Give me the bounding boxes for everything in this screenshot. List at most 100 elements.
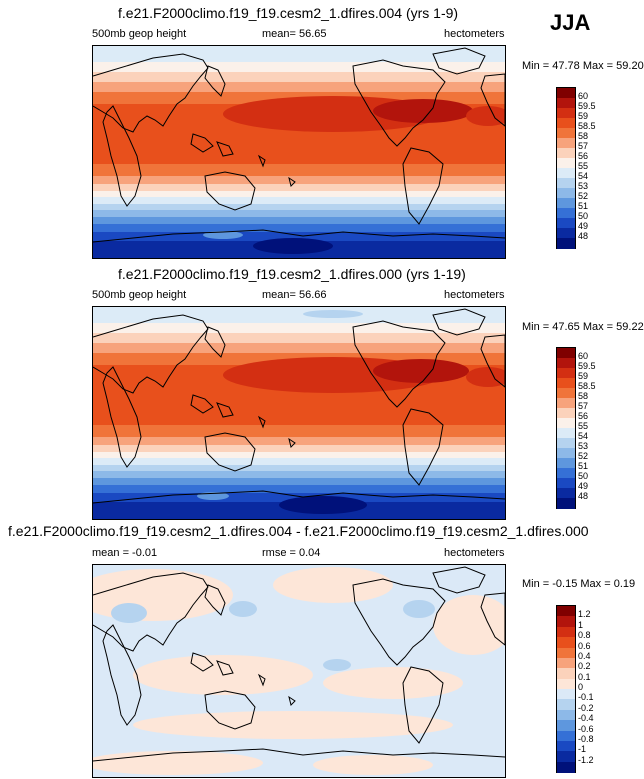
panel-1-map bbox=[92, 45, 506, 259]
colorbar-box bbox=[557, 418, 575, 429]
colorbar-box bbox=[557, 637, 575, 648]
colorbar-label: 52 bbox=[578, 191, 589, 201]
colorbar-label: 50 bbox=[578, 471, 589, 481]
colorbar-box bbox=[557, 148, 575, 159]
colorbar-box bbox=[557, 488, 575, 499]
colorbar-box bbox=[557, 709, 575, 721]
colorbar-box bbox=[557, 388, 575, 399]
colorbar-box bbox=[557, 348, 575, 359]
colorbar-box bbox=[557, 168, 575, 179]
colorbar-label: -0.2 bbox=[578, 702, 594, 713]
colorbar-box bbox=[557, 138, 575, 149]
colorbar-box bbox=[557, 368, 575, 379]
panel-3-units: hectometers bbox=[444, 547, 505, 559]
colorbar-label: 55 bbox=[578, 161, 589, 171]
colorbar-label: 0 bbox=[578, 682, 584, 692]
colorbar-label: 49 bbox=[578, 481, 589, 491]
colorbar-label: 0.8 bbox=[578, 630, 591, 641]
panel-3-title: f.e21.F2000climo.f19_f19.cesm2_1.dfires.… bbox=[8, 523, 589, 539]
colorbar-box bbox=[557, 478, 575, 489]
colorbar-box bbox=[557, 626, 575, 638]
colorbar-label: 53 bbox=[578, 441, 589, 451]
colorbar-label: 0.1 bbox=[578, 671, 591, 682]
panel-1-colorbar bbox=[556, 87, 576, 249]
colorbar-label: 0.6 bbox=[578, 640, 591, 651]
colorbar-box bbox=[557, 678, 575, 690]
colorbar-box bbox=[557, 108, 575, 119]
colorbar-box bbox=[557, 720, 575, 731]
colorbar-box bbox=[557, 647, 575, 659]
colorbar-label: 59.5 bbox=[578, 101, 596, 111]
colorbar-label: 58.5 bbox=[578, 381, 596, 391]
panel-3-mean: mean = -0.01 bbox=[92, 547, 158, 559]
colorbar-box bbox=[557, 178, 575, 189]
colorbar-box bbox=[557, 751, 575, 763]
panel-2-map bbox=[92, 306, 506, 520]
colorbar-box bbox=[557, 198, 575, 209]
colorbar-label: -1 bbox=[578, 744, 587, 755]
panel-1-mean: mean= 56.65 bbox=[262, 28, 327, 40]
panel-2-colorbar bbox=[556, 347, 576, 509]
colorbar-label: -0.1 bbox=[578, 692, 594, 703]
colorbar-label: 49 bbox=[578, 221, 589, 231]
colorbar-label: -1.2 bbox=[578, 754, 594, 765]
colorbar-label: 48 bbox=[578, 491, 589, 501]
colorbar-label: 54 bbox=[578, 171, 589, 181]
colorbar-box bbox=[557, 668, 575, 680]
colorbar-box bbox=[557, 188, 575, 199]
colorbar-box bbox=[557, 468, 575, 479]
panel-2-title: f.e21.F2000climo.f19_f19.cesm2_1.dfires.… bbox=[118, 266, 466, 282]
colorbar-label: 56 bbox=[578, 151, 589, 161]
colorbar-box bbox=[557, 228, 575, 239]
colorbar-box bbox=[557, 616, 575, 628]
colorbar-label: -0.6 bbox=[578, 723, 594, 734]
colorbar-box bbox=[557, 98, 575, 109]
colorbar-label: 54 bbox=[578, 431, 589, 441]
panel-2-variable: 500mb geop height bbox=[92, 289, 187, 301]
colorbar-label: 56 bbox=[578, 411, 589, 421]
colorbar-label: 59 bbox=[578, 371, 589, 381]
season-label: JJA bbox=[550, 10, 591, 35]
colorbar-label: 59 bbox=[578, 111, 589, 121]
colorbar-label: 60 bbox=[578, 91, 589, 101]
colorbar-label: -0.8 bbox=[578, 733, 594, 744]
colorbar-box bbox=[557, 761, 575, 773]
colorbar-box bbox=[557, 88, 575, 99]
colorbar-label: 57 bbox=[578, 401, 589, 411]
colorbar-label: 48 bbox=[578, 231, 589, 241]
colorbar-label: 58 bbox=[578, 131, 589, 141]
colorbar-box bbox=[557, 606, 575, 617]
colorbar-box bbox=[557, 730, 575, 742]
colorbar-label: 58 bbox=[578, 391, 589, 401]
colorbar-box bbox=[557, 378, 575, 389]
colorbar-box bbox=[557, 218, 575, 229]
colorbar-label: 0.4 bbox=[578, 650, 591, 661]
panel-1-minmax: Min = 47.78 Max = 59.20 bbox=[522, 60, 644, 72]
panel-3-minmax: Min = -0.15 Max = 0.19 bbox=[522, 578, 636, 590]
colorbar-label: 55 bbox=[578, 421, 589, 431]
panel-3-rmse: rmse = 0.04 bbox=[262, 547, 321, 559]
colorbar-box bbox=[557, 208, 575, 219]
colorbar-label: 53 bbox=[578, 181, 589, 191]
colorbar-label: 52 bbox=[578, 451, 589, 461]
colorbar-label: 51 bbox=[578, 461, 589, 471]
colorbar-box bbox=[557, 740, 575, 752]
colorbar-box bbox=[557, 408, 575, 419]
colorbar-label: -0.4 bbox=[578, 713, 594, 724]
colorbar-label: 51 bbox=[578, 201, 589, 211]
colorbar-box bbox=[557, 238, 575, 249]
panel-1-units: hectometers bbox=[444, 28, 505, 40]
colorbar-label: 50 bbox=[578, 211, 589, 221]
colorbar-box bbox=[557, 158, 575, 169]
colorbar-label: 57 bbox=[578, 141, 589, 151]
colorbar-box bbox=[557, 428, 575, 439]
panel-2-mean: mean= 56.66 bbox=[262, 289, 327, 301]
panel-2-units: hectometers bbox=[444, 289, 505, 301]
panel-1-title: f.e21.F2000climo.f19_f19.cesm2_1.dfires.… bbox=[118, 5, 459, 21]
colorbar-label: 1.2 bbox=[578, 609, 591, 620]
colorbar-box bbox=[557, 657, 575, 669]
colorbar-box bbox=[557, 128, 575, 139]
colorbar-label: 60 bbox=[578, 351, 589, 361]
colorbar-box bbox=[557, 498, 575, 509]
colorbar-box bbox=[557, 358, 575, 369]
